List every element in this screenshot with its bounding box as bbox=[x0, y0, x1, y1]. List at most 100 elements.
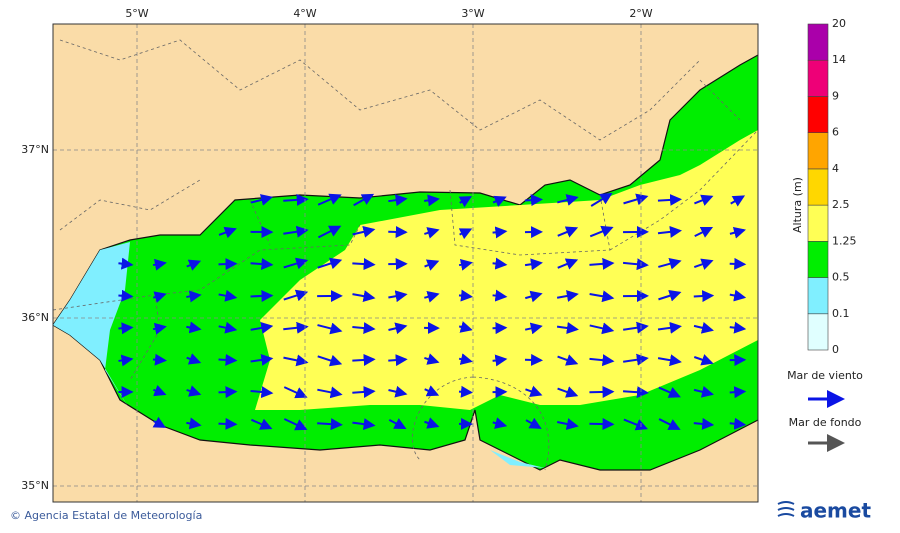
wind-arrow bbox=[557, 354, 579, 366]
wind-arrow bbox=[729, 257, 747, 270]
wind-arrow bbox=[250, 353, 274, 366]
lon-label: 2°W bbox=[629, 7, 652, 20]
wind-arrow bbox=[424, 259, 440, 271]
wind-arrow bbox=[250, 258, 274, 271]
wind-arrow bbox=[250, 289, 274, 302]
wind-arrow bbox=[388, 194, 408, 207]
wind-arrow bbox=[492, 226, 508, 239]
wind-arrow bbox=[729, 226, 746, 239]
lat-label: 35°N bbox=[21, 479, 49, 492]
wind-arrow bbox=[557, 226, 579, 238]
colorbar-label: 0.5 bbox=[832, 271, 850, 284]
wind-arrow bbox=[218, 417, 238, 430]
wind-arrow bbox=[283, 289, 309, 302]
graticule bbox=[53, 24, 758, 502]
colorbar-segment bbox=[807, 168, 829, 206]
colorbar-label: 0 bbox=[832, 343, 839, 356]
wave-arrows bbox=[118, 192, 747, 431]
wind-arrow bbox=[283, 257, 309, 270]
lat-label: 36°N bbox=[21, 311, 49, 324]
wind-arrow bbox=[458, 289, 473, 302]
lon-label: 5°W bbox=[125, 7, 148, 20]
wind-arrow bbox=[424, 227, 440, 239]
wind-arrow bbox=[152, 416, 167, 428]
wind-arrow bbox=[283, 418, 308, 431]
wind-arrow bbox=[557, 386, 579, 398]
wind-arrow bbox=[657, 193, 683, 206]
wind-arrow bbox=[388, 385, 408, 398]
wind-arrow bbox=[524, 353, 544, 366]
wind-arrow bbox=[589, 418, 615, 431]
colorbar-segment bbox=[807, 59, 829, 97]
wind-arrow bbox=[589, 225, 614, 238]
wind-arrow bbox=[694, 194, 714, 206]
wind-arrow bbox=[352, 258, 376, 271]
wind-arrow bbox=[317, 225, 342, 239]
colorbar-title: Altura (m) bbox=[791, 177, 804, 233]
wind-arrow bbox=[458, 258, 473, 271]
wind-arrow bbox=[693, 290, 715, 303]
colorbar-label: 0.1 bbox=[832, 307, 850, 320]
lon-label: 3°W bbox=[461, 7, 484, 20]
wind-arrow bbox=[283, 193, 309, 206]
wind-arrow bbox=[317, 354, 343, 367]
wind-arrow bbox=[218, 226, 237, 239]
wind-arrow bbox=[693, 417, 715, 430]
wind-arrow bbox=[589, 290, 615, 303]
colorbar-segment bbox=[807, 96, 829, 133]
wind-arrow bbox=[657, 225, 682, 238]
colorbar: 0 0.1 0.5 1.25 2.5 4 6 9 14 20 bbox=[807, 17, 857, 356]
wind-arrow bbox=[693, 354, 714, 366]
wind-arrow bbox=[153, 384, 167, 397]
sea-cyan bbox=[53, 242, 130, 410]
wind-arrow bbox=[283, 321, 309, 334]
wind-arrow bbox=[152, 353, 167, 366]
wind-arrow bbox=[218, 386, 238, 399]
wind-arrow bbox=[589, 354, 615, 367]
wind-arrow bbox=[525, 417, 542, 429]
wind-arrow bbox=[623, 321, 649, 334]
wind-arrow bbox=[492, 195, 507, 207]
colorbar-label: 9 bbox=[832, 89, 839, 102]
wind-arrow bbox=[118, 354, 134, 367]
wind-arrow bbox=[623, 418, 648, 431]
wind-arrow bbox=[524, 194, 543, 207]
wind-arrow bbox=[458, 196, 473, 208]
wind-arrow bbox=[589, 385, 615, 398]
wind-arrow bbox=[388, 290, 408, 303]
wind-arrow bbox=[729, 386, 747, 399]
wind-arrow bbox=[283, 386, 308, 399]
map-area bbox=[53, 24, 758, 502]
map-frame bbox=[52, 23, 759, 503]
lat-label: 37°N bbox=[21, 143, 49, 156]
wind-arrow bbox=[218, 258, 238, 271]
colorbar-segment bbox=[807, 313, 829, 351]
wind-arrow bbox=[623, 193, 649, 206]
wind-arrow bbox=[317, 193, 342, 206]
colorbar-label: 6 bbox=[832, 126, 839, 139]
wind-arrow bbox=[557, 194, 579, 206]
wind-arrow bbox=[283, 354, 309, 367]
wind-arrow bbox=[186, 417, 202, 430]
wind-arrow bbox=[525, 290, 543, 303]
wind-arrow bbox=[118, 257, 134, 270]
lon-label: 4°W bbox=[293, 7, 316, 20]
wind-arrow bbox=[524, 322, 543, 335]
wind-arrow bbox=[218, 353, 238, 366]
wind-arrow bbox=[525, 385, 543, 397]
wind-arrow bbox=[186, 353, 202, 365]
colorbar-label: 1.25 bbox=[832, 234, 857, 247]
wind-arrow bbox=[424, 194, 440, 207]
wind-arrow bbox=[729, 289, 747, 302]
border bbox=[53, 39, 758, 471]
wind-arrow bbox=[556, 322, 579, 334]
wind-arrow bbox=[557, 258, 579, 270]
wind-arrow bbox=[424, 353, 440, 365]
colorbar-label: 20 bbox=[832, 17, 846, 30]
colorbar-segment bbox=[807, 204, 829, 242]
wind-arrow bbox=[353, 193, 375, 207]
wind-arrow bbox=[492, 417, 508, 429]
wind-arrow bbox=[729, 321, 747, 334]
wind-arrow bbox=[250, 194, 274, 206]
wind-arrow bbox=[657, 321, 682, 334]
